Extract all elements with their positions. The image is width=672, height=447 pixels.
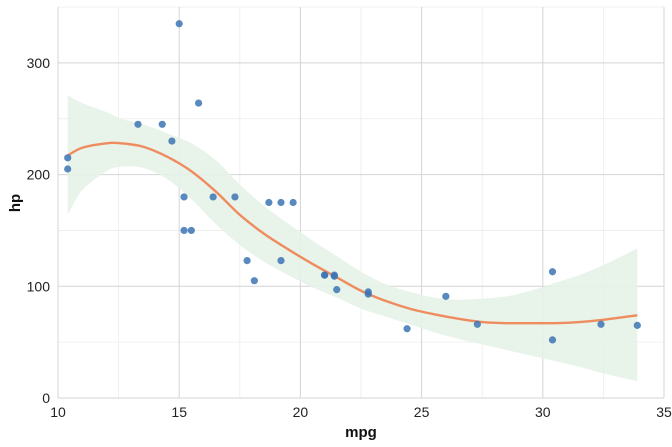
data-point: [180, 193, 188, 201]
y-tick-label: 200: [27, 167, 51, 183]
data-point: [158, 120, 166, 128]
data-point: [250, 277, 258, 285]
data-point: [442, 292, 450, 300]
data-point: [548, 336, 557, 344]
x-tick-label: 35: [656, 404, 672, 420]
x-tick-label: 10: [50, 404, 66, 420]
y-tick-label: 100: [27, 278, 51, 294]
data-points: [64, 20, 641, 344]
data-point: [403, 325, 411, 333]
data-point: [333, 286, 341, 294]
data-point: [364, 288, 372, 296]
confidence-band: [67, 95, 638, 382]
x-tick-label: 25: [414, 404, 430, 420]
y-tick-label: 300: [27, 55, 51, 71]
x-tick-label: 15: [171, 404, 187, 420]
data-point: [180, 226, 188, 235]
data-point: [209, 193, 217, 201]
data-point: [265, 198, 273, 207]
tick-labels: 10 15 20 25 30 35 0 100 200 300: [27, 55, 672, 420]
y-tick-label: 0: [42, 390, 50, 406]
data-point: [548, 268, 557, 276]
data-point: [277, 256, 285, 265]
data-point: [473, 320, 481, 328]
data-point: [231, 193, 239, 201]
data-point: [168, 137, 176, 145]
x-axis-title: mpg: [345, 424, 377, 441]
data-point: [243, 256, 251, 265]
data-point: [277, 198, 285, 207]
data-point: [175, 20, 183, 28]
data-point: [64, 154, 72, 162]
data-point: [321, 271, 329, 279]
data-point: [194, 99, 203, 107]
data-point: [597, 320, 605, 328]
data-point: [64, 165, 72, 173]
data-point: [289, 198, 297, 207]
data-point: [134, 120, 142, 128]
data-point: [330, 272, 338, 280]
data-point: [633, 321, 641, 329]
data-point: [187, 226, 195, 235]
y-axis-title: hp: [7, 194, 24, 212]
x-tick-label: 30: [535, 404, 551, 420]
x-tick-label: 20: [293, 404, 309, 420]
